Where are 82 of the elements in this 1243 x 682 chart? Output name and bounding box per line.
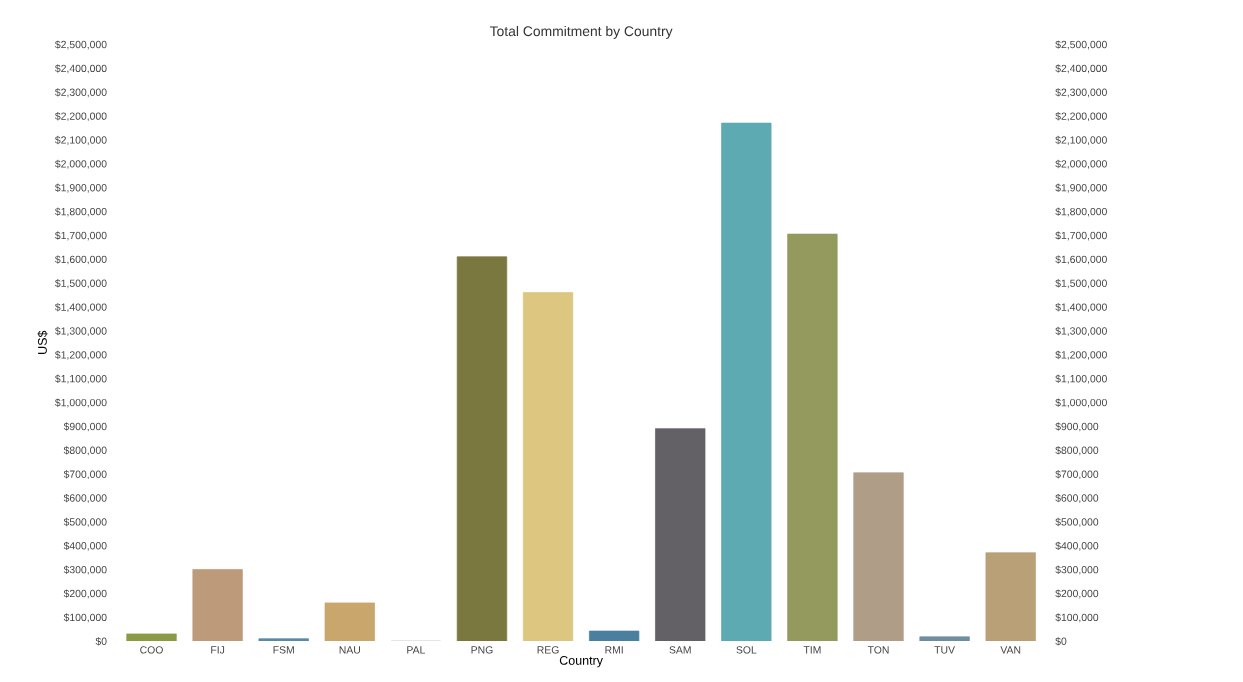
y2-tick-label: $1,400,000	[1055, 302, 1107, 313]
y2-tick-label: $2,500,000	[1055, 40, 1107, 50]
y2-tick-label: $400,000	[1055, 541, 1099, 551]
x-tick-label: SOL	[736, 646, 757, 654]
x-tick-label: NAU	[339, 646, 360, 654]
x-tick-label: REG	[537, 646, 559, 654]
y-tick-label: $1,300,000	[54, 326, 107, 336]
bar	[589, 630, 640, 642]
y2-tick-label: $2,300,000	[1055, 88, 1107, 98]
y-tick-label: $2,100,000	[54, 135, 107, 145]
y2-tick-label: $1,200,000	[1055, 350, 1107, 360]
x-tick-label: PAL	[407, 646, 425, 654]
x-tick-label: VAN	[1000, 646, 1021, 654]
x-tick-label: RMI	[605, 646, 623, 654]
x-tick-label: COO	[140, 646, 163, 654]
y-tick-label: $1,800,000	[54, 207, 107, 217]
y-tick-label: $0	[95, 637, 107, 646]
y2-tick-label: $600,000	[1055, 493, 1099, 503]
bar	[324, 602, 375, 642]
y-tick-label: $2,300,000	[54, 88, 107, 98]
y-tick-label: $2,400,000	[54, 64, 107, 74]
chart-title: Total Commitment by Country	[489, 25, 673, 39]
x-tick-label: TIM	[803, 646, 821, 654]
y-tick-label: $200,000	[63, 589, 107, 599]
y-tick-label: $300,000	[63, 565, 107, 575]
y2-tick-label: $1,500,000	[1055, 279, 1107, 289]
y-tick-label: $800,000	[63, 446, 107, 456]
bar	[985, 552, 1036, 642]
y2-tick-label: $1,600,000	[1055, 255, 1107, 265]
y-tick-label: $600,000	[63, 493, 107, 503]
bar	[126, 633, 177, 642]
y-tick-label: $1,500,000	[54, 279, 107, 289]
y2-tick-label: $1,100,000	[1055, 374, 1107, 384]
y2-tick-label: $0	[1055, 637, 1067, 646]
y2-tick-label: $2,200,000	[1055, 112, 1107, 122]
y2-tick-label: $100,000	[1055, 613, 1099, 623]
y2-tick-label: $2,400,000	[1055, 64, 1107, 74]
x-tick-label: TUV	[934, 646, 955, 654]
y-tick-label: $2,000,000	[54, 159, 107, 169]
y-tick-label: $500,000	[63, 517, 107, 527]
y2-tick-label: $700,000	[1055, 470, 1099, 480]
bar	[456, 256, 508, 642]
bar	[258, 638, 309, 642]
bar	[853, 472, 904, 642]
y-tick-label: $1,600,000	[54, 255, 107, 265]
y-tick-label: $400,000	[63, 541, 107, 551]
y2-tick-label: $1,300,000	[1055, 326, 1107, 336]
bar	[919, 636, 970, 642]
y2-tick-label: $2,000,000	[1055, 159, 1107, 169]
y-tick-label: $900,000	[63, 422, 107, 432]
bar	[721, 122, 772, 642]
bar	[787, 233, 838, 642]
bar	[192, 569, 243, 642]
y2-tick-label: $2,100,000	[1055, 135, 1107, 145]
x-tick-label: SAM	[669, 646, 691, 654]
x-axis-title: Country	[559, 655, 603, 668]
y2-tick-label: $1,700,000	[1055, 231, 1107, 241]
y2-tick-label: $200,000	[1055, 589, 1099, 599]
y2-tick-label: $1,000,000	[1055, 398, 1107, 408]
x-tick-label: PNG	[471, 646, 493, 654]
y-tick-label: $2,200,000	[54, 112, 107, 122]
x-tick-label: FSM	[273, 646, 294, 654]
y-tick-label: $1,200,000	[54, 350, 107, 360]
x-tick-label: FIJ	[211, 646, 225, 654]
y2-tick-label: $1,900,000	[1055, 183, 1107, 193]
y-tick-label: $1,700,000	[54, 231, 107, 241]
bar	[655, 428, 706, 642]
y-tick-label: $1,100,000	[54, 374, 107, 384]
y-axis-title: US$	[37, 330, 48, 354]
y2-tick-label: $300,000	[1055, 565, 1099, 575]
y-tick-label: $1,900,000	[54, 183, 107, 193]
y2-tick-label: $800,000	[1055, 446, 1099, 456]
y2-tick-label: $900,000	[1055, 422, 1099, 432]
y2-tick-label: $1,800,000	[1055, 207, 1107, 217]
y2-tick-label: $500,000	[1055, 517, 1099, 527]
y-tick-label: $2,500,000	[54, 40, 107, 50]
y-tick-label: $1,400,000	[54, 302, 107, 313]
y-tick-label: $700,000	[63, 470, 107, 480]
y-tick-label: $1,000,000	[54, 398, 107, 408]
y-tick-label: $100,000	[63, 613, 107, 623]
x-tick-label: TON	[867, 646, 889, 654]
bar	[522, 292, 574, 642]
